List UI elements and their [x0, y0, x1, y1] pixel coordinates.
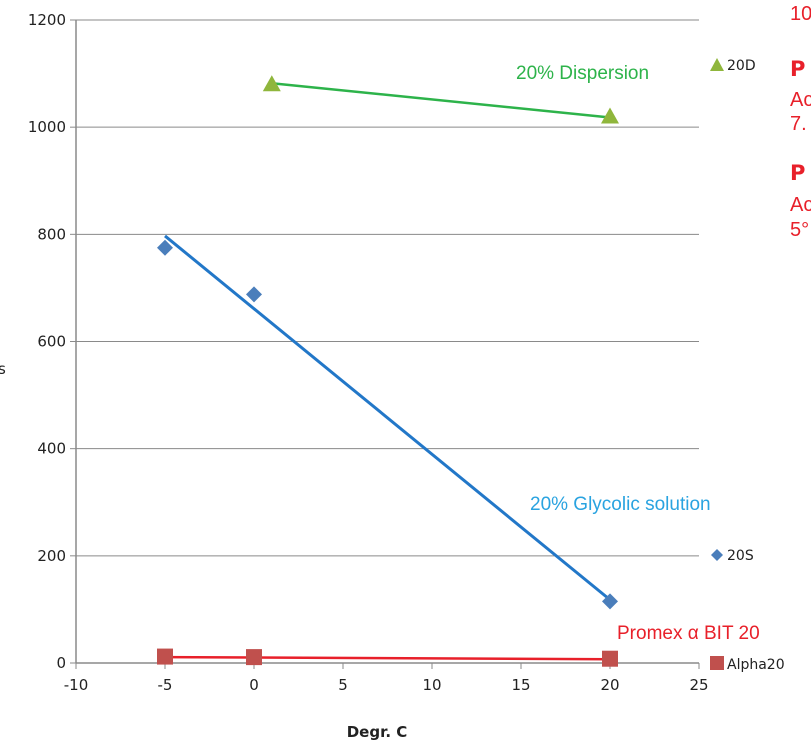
y-tick-label-1200: 1200 [28, 11, 66, 29]
side-text-fragment: 10 P Ac 7. P Ac 5° [790, 3, 811, 241]
x-axis-title: Degr. C [347, 723, 408, 741]
legend-marker-20d [710, 58, 724, 71]
legend-label-20d: 20D [727, 58, 756, 74]
y-axis-title-fragment: s [0, 360, 6, 378]
side-text-line-4: Ac [790, 194, 811, 216]
annotation-dispersion: 20% Dispersion [516, 63, 649, 84]
data-point-20d-1 [601, 107, 619, 124]
y-ticks: 0 200 400 600 800 1000 1200 [28, 11, 76, 672]
trend-line-20d [271, 81, 611, 119]
annotation-glycolic: 20% Glycolic solution [530, 494, 711, 515]
data-point-20s-0 [157, 239, 173, 256]
y-tick-label-400: 400 [37, 440, 66, 458]
data-point-alpha20-1 [246, 649, 262, 666]
y-tick-label-0: 0 [56, 654, 66, 672]
trend-line-20s [164, 234, 611, 601]
side-text-line-2: Ac [790, 89, 811, 111]
x-tick-label--5: -5 [158, 676, 173, 694]
side-heading-2: P [790, 161, 805, 185]
x-tick-label-10: 10 [422, 676, 441, 694]
side-text-line-1: 10 [790, 3, 811, 25]
annotation-promex: Promex α BIT 20 [617, 623, 760, 644]
side-text-line-5: 5° [790, 219, 809, 241]
x-tick-label-0: 0 [249, 676, 259, 694]
legend-marker-alpha20 [710, 656, 724, 670]
legend: 20D 20S Alpha20 [710, 58, 785, 673]
y-tick-label-1000: 1000 [28, 118, 66, 136]
side-heading-1: P [790, 57, 805, 81]
trend-line-alpha20 [164, 655, 611, 661]
data-point-alpha20-2 [602, 650, 618, 667]
data-point-alpha20-0 [157, 648, 173, 665]
x-tick-label--10: -10 [64, 676, 89, 694]
x-tick-label-5: 5 [338, 676, 348, 694]
side-text-line-3: 7. [790, 113, 807, 135]
y-tick-label-200: 200 [37, 547, 66, 565]
legend-marker-20s [711, 549, 723, 561]
x-ticks: -10 -5 0 5 10 15 20 25 [64, 663, 709, 694]
data-points [157, 75, 619, 667]
data-point-20s-1 [246, 286, 262, 303]
x-tick-label-15: 15 [511, 676, 530, 694]
data-point-20d-0 [262, 75, 281, 92]
trend-lines [164, 81, 611, 661]
x-tick-label-20: 20 [600, 676, 619, 694]
y-tick-label-800: 800 [37, 225, 66, 243]
y-tick-label-600: 600 [37, 333, 66, 351]
data-point-20s-2 [602, 593, 618, 610]
x-tick-label-25: 25 [689, 676, 708, 694]
gridlines [76, 19, 699, 557]
legend-label-20s: 20S [727, 548, 754, 564]
legend-label-alpha20: Alpha20 [727, 657, 785, 673]
